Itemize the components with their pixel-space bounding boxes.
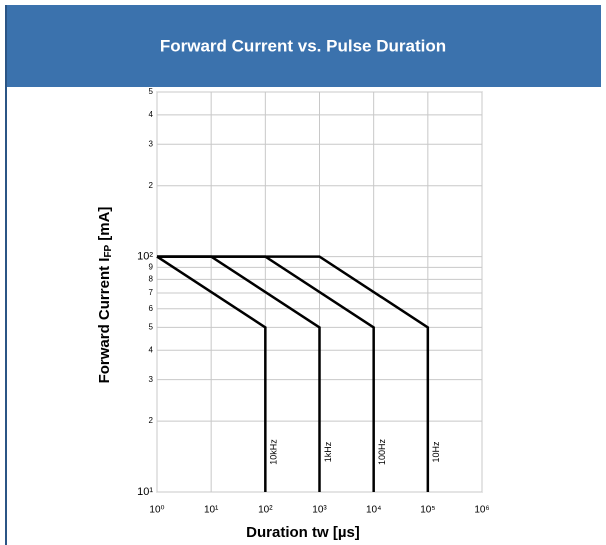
y-axis-label-unit: [mA] bbox=[96, 207, 113, 241]
x-tick-label: 10⁶ bbox=[474, 505, 489, 516]
y-axis-label: Forward Current IFP [mA] bbox=[96, 207, 114, 384]
y-tick-label: 8 bbox=[149, 274, 154, 283]
y-tick-label: 5 bbox=[149, 323, 154, 332]
y-axis-label-subscript: FP bbox=[103, 244, 114, 257]
y-tick-label: 5 bbox=[149, 87, 154, 96]
y-tick-label: 4 bbox=[149, 110, 154, 119]
y-tick-label: 7 bbox=[149, 288, 154, 297]
series-label: 10Hz bbox=[431, 441, 441, 463]
y-tick-label: 4 bbox=[149, 345, 154, 354]
y-axis-label-main: Forward Current I bbox=[96, 258, 113, 384]
series-line bbox=[156, 255, 267, 492]
y-tick-label: 2 bbox=[149, 416, 154, 425]
y-tick-label: 2 bbox=[149, 181, 154, 190]
series-line bbox=[157, 255, 430, 492]
x-axis-label: Duration tw [µs] bbox=[246, 524, 360, 541]
series-label: 10kHz bbox=[269, 439, 279, 465]
x-tick-label: 10³ bbox=[312, 505, 327, 516]
x-tick-label: 10⁰ bbox=[149, 505, 164, 516]
x-tick-label: 10¹ bbox=[204, 505, 219, 516]
chart-title: Forward Current vs. Pulse Duration bbox=[160, 36, 446, 55]
x-tick-label: 10⁴ bbox=[366, 505, 381, 516]
y-tick-label: 10¹ bbox=[137, 486, 153, 498]
series-label: 100Hz bbox=[377, 438, 387, 465]
x-tick-label: 10² bbox=[258, 505, 273, 516]
y-tick-label: 9 bbox=[149, 262, 154, 271]
x-tick-label: 10⁵ bbox=[420, 505, 435, 516]
header bbox=[5, 5, 601, 87]
y-tick-label: 3 bbox=[149, 139, 154, 148]
series-label: 1kHz bbox=[323, 441, 333, 462]
y-tick-label: 6 bbox=[149, 304, 154, 313]
y-tick-label: 3 bbox=[149, 375, 154, 384]
y-tick-label: 10² bbox=[137, 250, 153, 262]
